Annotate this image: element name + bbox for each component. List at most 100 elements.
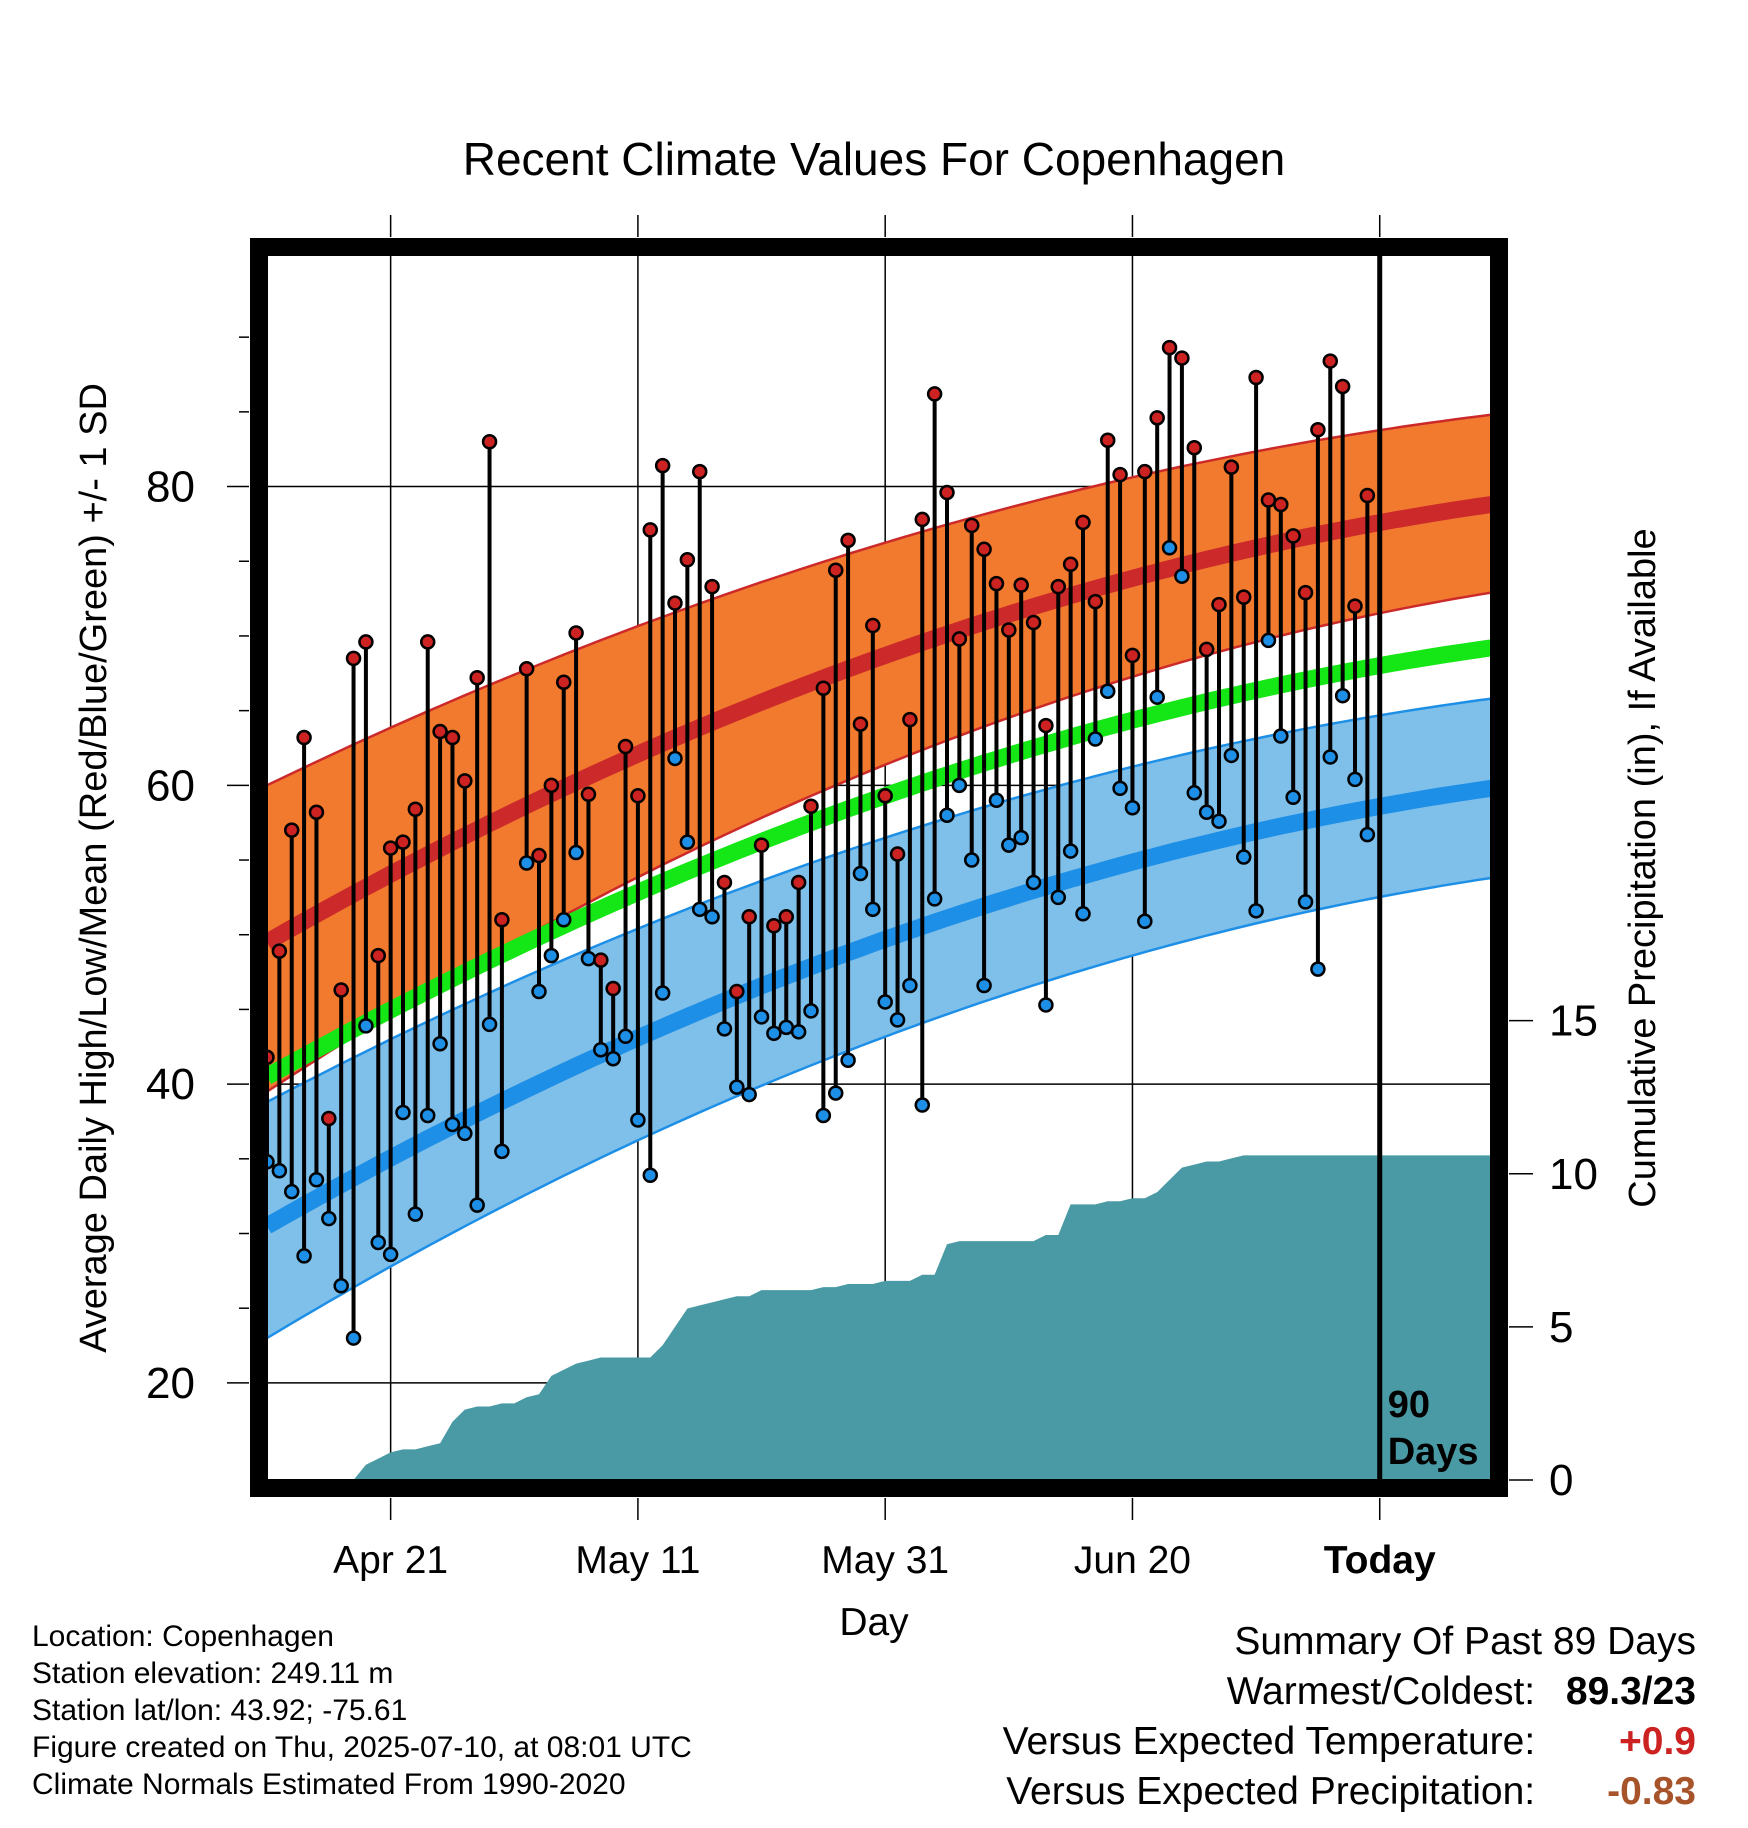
daily-low-point (1186, 785, 1203, 801)
daily-low-point (605, 1050, 621, 1067)
daily-high-point (481, 433, 498, 450)
daily-low-point (741, 1086, 757, 1103)
daily-low-point (568, 844, 584, 861)
daily-low-point (296, 1248, 312, 1264)
temp-label: Versus Expected Temperature: (1002, 1720, 1536, 1763)
daily-low-point (358, 1018, 374, 1034)
daily-high-point (531, 847, 547, 864)
daily-high-point (469, 670, 485, 686)
daily-high-point (976, 541, 992, 558)
daily-high-point (395, 834, 411, 850)
daily-high-point (457, 773, 473, 789)
daily-high-point (902, 711, 918, 728)
daily-high-point (654, 457, 671, 474)
daily-high-point (988, 575, 1005, 592)
daily-high-point (1087, 593, 1104, 610)
x-tick-label: Apr 21 (333, 1539, 448, 1582)
daily-low-point (283, 1183, 300, 1200)
daily-low-point (481, 1016, 498, 1033)
daily-high-point (1149, 410, 1165, 426)
daily-high-point (815, 680, 832, 696)
daily-high-point (543, 777, 560, 794)
daily-low-point (926, 891, 943, 907)
daily-low-point (1013, 829, 1029, 846)
temp-value: +0.9 (1619, 1720, 1696, 1763)
today-days-label: Days (1388, 1431, 1479, 1473)
daily-low-point (840, 1052, 856, 1068)
daily-high-point (1137, 463, 1153, 480)
station-info: Location: Copenhagen Station elevation: … (32, 1618, 692, 1803)
summary-precip: Versus Expected Precipitation: -0.83 (1003, 1770, 1696, 1820)
daily-high-point (667, 595, 683, 611)
info-elevation: Station elevation: 249.11 m (32, 1657, 394, 1690)
daily-low-point (679, 834, 696, 850)
daily-high-point (605, 980, 621, 997)
low-sd-band-lower-edge (266, 876, 1492, 1340)
daily-low-point (321, 1210, 337, 1227)
y-tick-label: 20 (146, 1359, 195, 1408)
daily-high-point (593, 952, 609, 968)
info-created: Figure created on Thu, 2025-07-10, at 08… (32, 1731, 692, 1764)
daily-high-point (518, 661, 535, 677)
daily-low-point (778, 1019, 795, 1036)
daily-high-point (382, 840, 399, 856)
daily-high-point (803, 798, 819, 814)
normal-low-line (262, 779, 1493, 1234)
daily-low-point (593, 1042, 609, 1058)
daily-high-point (1001, 622, 1017, 638)
low-sd-band (267, 698, 1491, 1339)
daily-high-point (283, 822, 300, 838)
daily-high-point (1013, 577, 1029, 593)
daily-high-point (345, 650, 362, 667)
daily-low-point (1112, 780, 1128, 797)
daily-high-point (1062, 556, 1079, 572)
daily-low-point (1235, 849, 1252, 865)
daily-low-point (1334, 687, 1351, 704)
daily-low-point (1260, 632, 1277, 649)
daily-low-point (531, 983, 547, 1000)
daily-high-point (407, 801, 424, 817)
daily-low-point (494, 1143, 510, 1160)
daily-low-point (407, 1206, 424, 1222)
daily-high-point (914, 511, 931, 528)
daily-low-point (1285, 789, 1301, 806)
daily-low-point (654, 985, 671, 1001)
daily-low-point (1099, 683, 1116, 699)
daily-high-point (1174, 350, 1190, 366)
daily-low-point (1347, 771, 1363, 788)
daily-low-point (988, 792, 1005, 809)
x-tick-label: May 31 (821, 1539, 949, 1582)
summary-temp: Versus Expected Temperature: +0.9 (1003, 1720, 1696, 1770)
daily-low-point (1161, 540, 1178, 556)
daily-high-point (1075, 514, 1091, 531)
warm-cold-label: Warmest/Coldest: (1226, 1670, 1536, 1713)
daily-low-point (444, 1116, 461, 1133)
x-tick-label: Today (1324, 1539, 1436, 1582)
daily-high-point (1273, 496, 1289, 513)
daily-high-point (741, 909, 757, 925)
today-days-label: 90 (1388, 1384, 1430, 1426)
y-tick-label: 40 (146, 1060, 195, 1109)
daily-low-point (1248, 903, 1264, 919)
daily-low-point (457, 1125, 473, 1142)
daily-high-point (1322, 353, 1339, 369)
daily-high-point (1161, 339, 1178, 356)
daily-high-point (419, 634, 436, 650)
daily-low-point (271, 1163, 288, 1179)
daily-low-point (1075, 906, 1091, 922)
daily-low-point (877, 994, 893, 1010)
daily-low-point (939, 807, 955, 823)
daily-high-point (444, 729, 461, 746)
daily-high-point (951, 631, 968, 647)
info-location: Location: Copenhagen (32, 1620, 334, 1653)
daily-low-point (1050, 889, 1067, 906)
precipitation-area (267, 1155, 1491, 1480)
daily-high-point (1099, 432, 1116, 448)
daily-high-point (679, 552, 696, 568)
daily-high-point (617, 738, 634, 755)
daily-low-point (1062, 843, 1079, 859)
daily-high-point (1112, 466, 1128, 483)
daily-low-point (963, 852, 980, 868)
daily-high-point (753, 837, 770, 853)
daily-low-point (580, 950, 597, 967)
